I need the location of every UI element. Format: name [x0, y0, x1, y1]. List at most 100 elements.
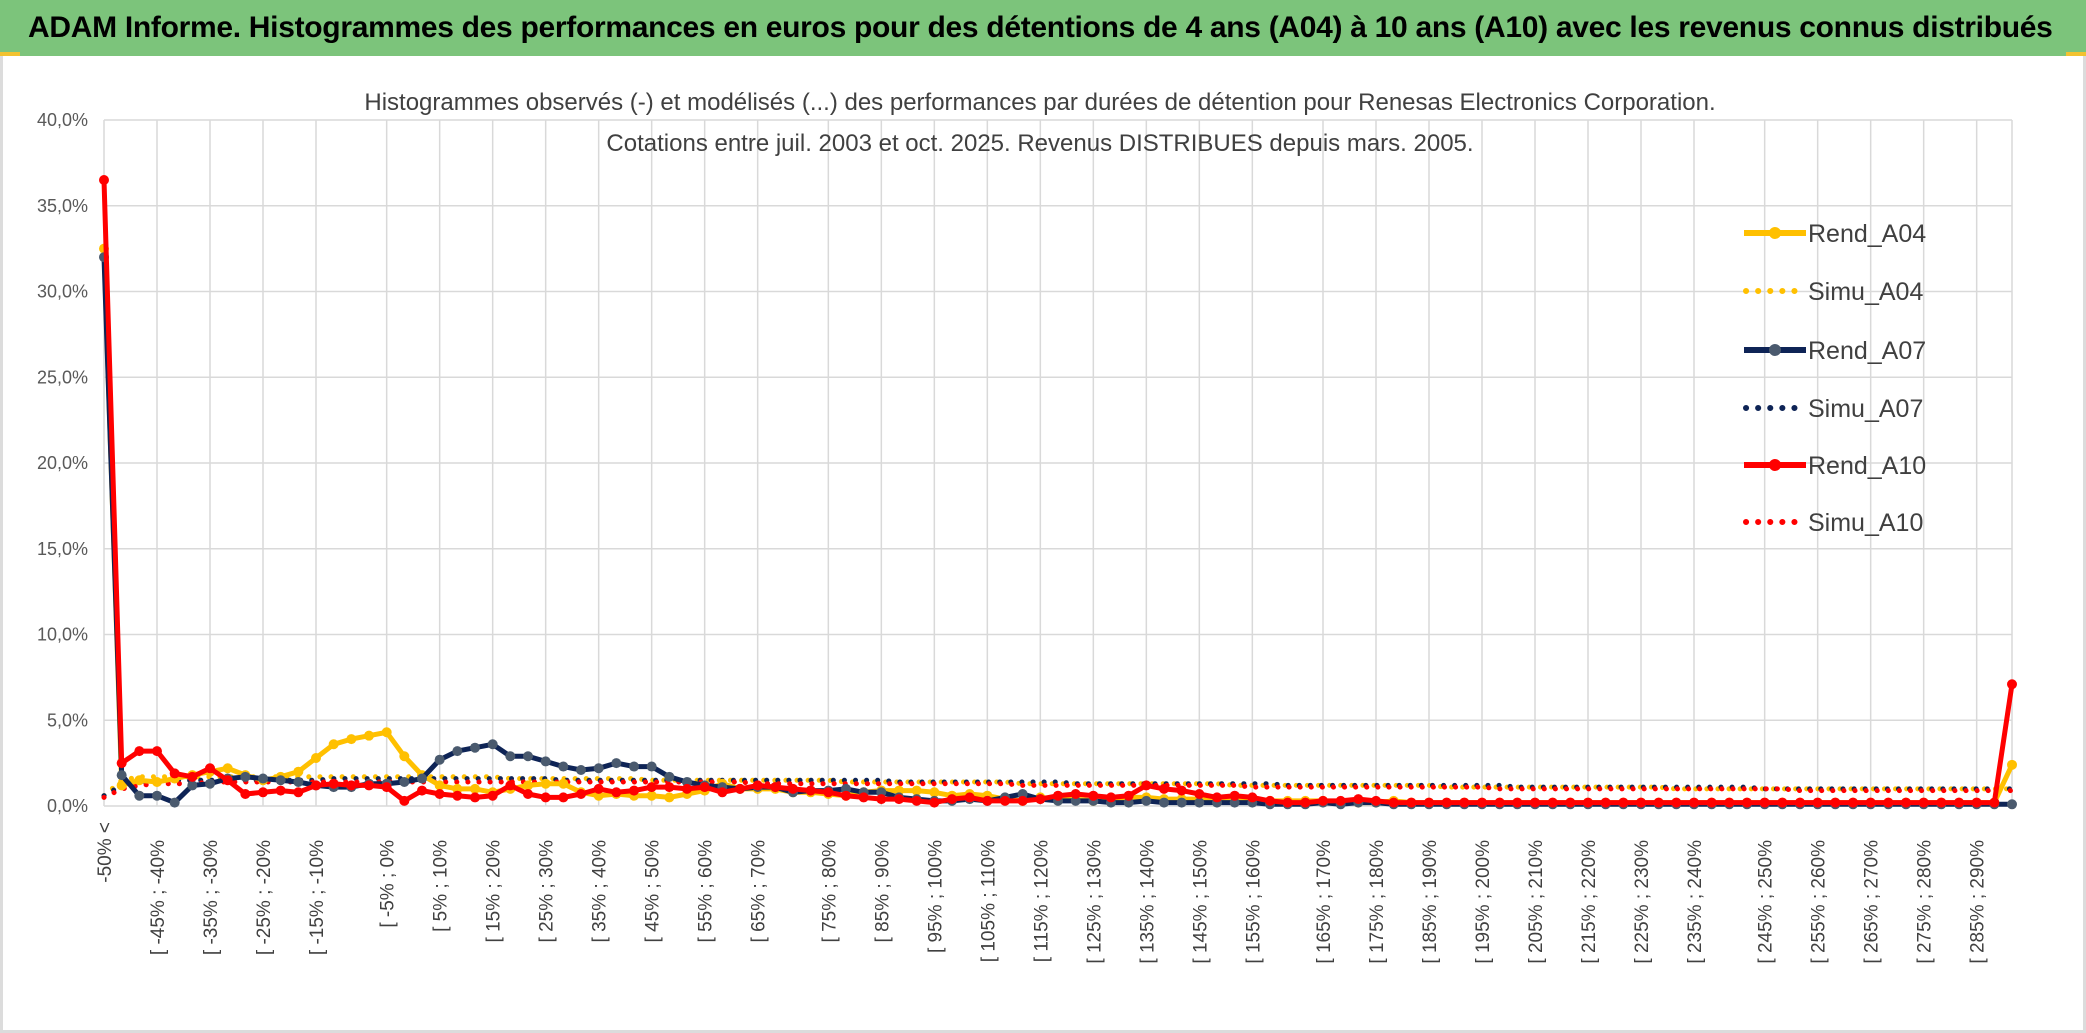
series-line-rend_a07 — [101, 257, 2012, 807]
data-point — [1547, 797, 1558, 808]
data-point — [1777, 797, 1788, 808]
x-tick-label: [ 115% ; 120% — [1031, 840, 1052, 962]
data-point — [894, 794, 904, 805]
x-tick-label: [ 85% ; 90% — [872, 840, 893, 943]
data-point — [1742, 797, 1752, 808]
legend-item-simu_a07[interactable]: Simu_A07 — [1743, 395, 1923, 423]
data-point — [1901, 797, 1911, 808]
data-point — [293, 787, 304, 798]
data-point — [2007, 679, 2017, 690]
data-point — [1159, 797, 1169, 808]
x-tick-label: [ 265% ; 270% — [1862, 840, 1883, 964]
data-point — [1017, 795, 1028, 806]
legend-item-rend_a04[interactable]: Rend_A04 — [1744, 220, 1926, 248]
x-tick-label: [ -5% ; 0% — [378, 840, 399, 928]
data-point — [381, 727, 392, 738]
data-point — [2007, 799, 2017, 810]
data-point — [1936, 797, 1947, 808]
data-point — [187, 780, 198, 791]
data-point — [1530, 797, 1540, 808]
data-point — [134, 775, 145, 786]
data-point — [1300, 797, 1311, 808]
data-point — [894, 785, 904, 796]
data-point — [505, 780, 516, 791]
data-point — [1176, 785, 1187, 796]
x-tick-label: [ 195% ; 200% — [1473, 840, 1494, 964]
x-tick-label: [ 275% ; 280% — [1915, 840, 1936, 964]
legend-item-simu_a04[interactable]: Simu_A04 — [1743, 278, 1923, 306]
data-point — [593, 790, 604, 801]
data-point — [876, 794, 887, 805]
x-tick-label: [ 75% ; 80% — [819, 840, 840, 943]
legend[interactable]: Rend_A04 Simu_A04 Rend_A07 Simu_A07 Rend_A10… — [1743, 220, 1926, 537]
data-point — [152, 776, 162, 787]
legend-item-simu_a10[interactable]: Simu_A10 — [1743, 509, 1923, 537]
data-point — [346, 780, 357, 791]
data-point — [929, 787, 940, 798]
data-point — [1812, 797, 1823, 808]
data-point — [364, 780, 374, 791]
data-point — [399, 776, 410, 787]
data-point — [1706, 797, 1717, 808]
x-tick-label: [ 165% ; 170% — [1314, 840, 1335, 964]
x-tick-label: [ 5% ; 10% — [431, 840, 452, 932]
data-point — [470, 792, 480, 803]
data-point — [1477, 797, 1487, 808]
data-point — [1848, 797, 1858, 808]
data-point — [1123, 797, 1134, 808]
data-point — [152, 746, 162, 757]
data-point — [646, 761, 657, 772]
data-point — [1600, 797, 1611, 808]
series-line-rend_a10 — [101, 179, 2015, 806]
data-point — [1229, 797, 1240, 808]
data-point — [346, 734, 357, 745]
legend-label: Simu_A10 — [1808, 509, 1923, 537]
x-tick-label: [ 15% ; 20% — [484, 840, 505, 943]
data-point — [576, 764, 586, 775]
data-point — [222, 763, 233, 774]
data-point — [558, 778, 569, 789]
data-point — [1176, 797, 1187, 808]
data-point — [735, 783, 745, 794]
data-point — [434, 754, 445, 765]
x-tick-label: [ -25% ; -20% — [254, 840, 275, 955]
data-point — [1282, 797, 1293, 808]
x-tick-label: [ 45% ; 50% — [643, 840, 664, 943]
legend-item-rend_a07[interactable]: Rend_A07 — [1744, 337, 1926, 365]
legend-marker — [1769, 227, 1781, 239]
data-point — [982, 795, 993, 806]
data-point — [1618, 797, 1629, 808]
data-point — [417, 773, 427, 784]
data-point — [1141, 780, 1152, 791]
data-point — [434, 788, 445, 799]
data-point — [1424, 797, 1434, 808]
data-point — [505, 751, 516, 762]
data-point — [947, 794, 957, 805]
data-point — [1194, 788, 1205, 799]
data-point — [258, 773, 268, 784]
data-point — [205, 778, 215, 789]
legend-item-rend_a10[interactable]: Rend_A10 — [1744, 452, 1926, 480]
data-point — [876, 787, 887, 798]
data-point — [1494, 797, 1505, 808]
y-axis-ticks: 0,0% 5,0% 10,0% 15,0% 20,0% 25,0% 30,0% 35,0% 40… — [37, 110, 88, 816]
data-point — [116, 758, 127, 769]
chart-title: Histogrammes observés (-) et modélisés (… — [364, 89, 1715, 116]
data-point — [1989, 797, 2000, 808]
data-point — [381, 782, 392, 793]
data-point — [540, 756, 551, 767]
data-point — [1459, 797, 1470, 808]
data-point — [964, 792, 975, 803]
data-point — [558, 761, 569, 772]
data-point — [1406, 797, 1417, 808]
x-tick-label: [ -35% ; -30% — [201, 840, 222, 955]
y-tick-label: 25,0% — [37, 367, 88, 387]
x-tick-label: [ 245% ; 250% — [1756, 840, 1777, 964]
data-point — [487, 790, 498, 801]
data-point — [1229, 790, 1240, 801]
data-point — [664, 782, 675, 793]
data-point — [911, 795, 922, 806]
data-point — [841, 783, 851, 794]
data-point — [116, 780, 127, 791]
